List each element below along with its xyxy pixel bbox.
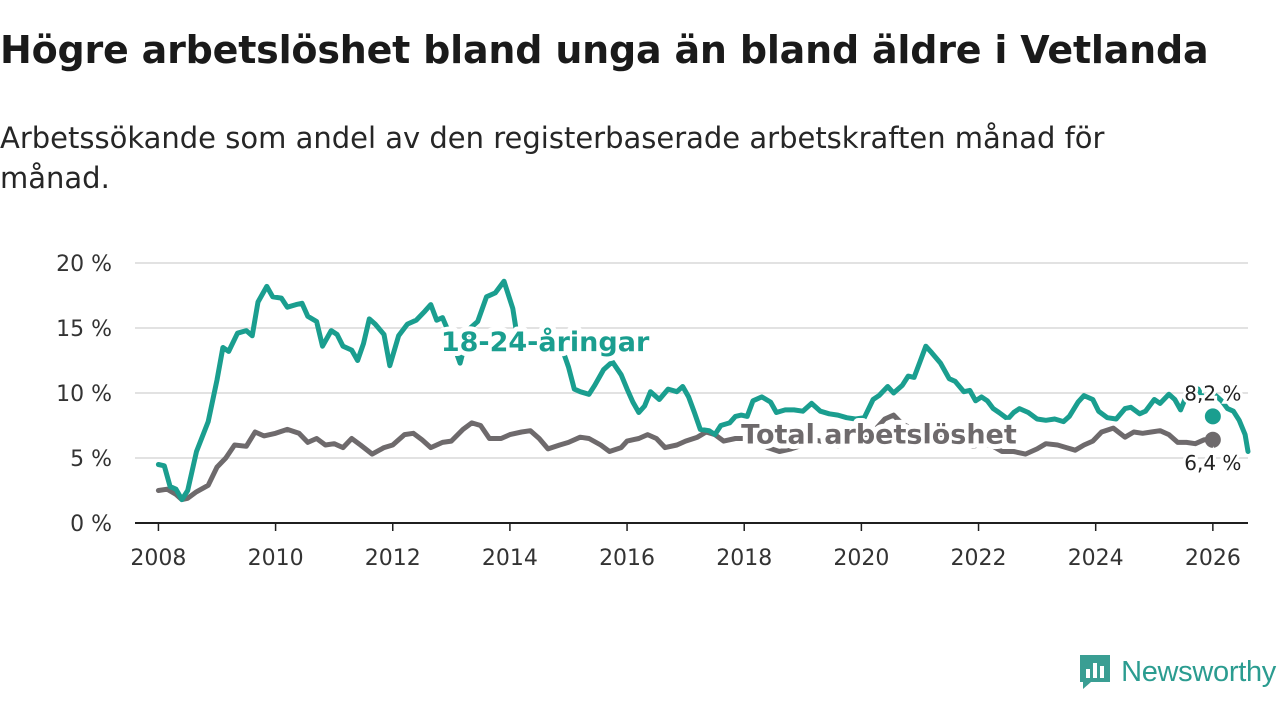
x-tick-label: 2024 [1068, 546, 1124, 571]
x-tick-label: 2022 [951, 546, 1007, 571]
series-lines [155, 278, 1251, 503]
x-tick-label: 2012 [365, 546, 421, 571]
x-tick-label: 2026 [1185, 546, 1241, 571]
series-labels: 18-24-åringar Total arbetslöshet 6,4 % 8,2 … [436, 321, 1245, 478]
series-label-total: Total arbetslöshet [741, 419, 1017, 450]
end-label-total: 6,4 % [1184, 451, 1241, 475]
end-label-youth: 8,2 % [1184, 381, 1241, 405]
icon-bar [1100, 666, 1105, 678]
axes: 0 % 5 % 10 % 15 % 20 % 2008 2010 2012 2014 2016 20… [56, 252, 1248, 571]
icon-bar [1093, 663, 1098, 678]
end-marker-total [1204, 431, 1221, 448]
x-tick-label: 2010 [248, 546, 304, 571]
series-line-youth [155, 278, 1251, 503]
x-tick-label: 2020 [833, 546, 889, 571]
y-tick-label: 10 % [56, 382, 112, 407]
gridlines [135, 262, 1248, 459]
x-tick-label: 2016 [599, 546, 655, 571]
brand-logo[interactable]: Newsworthy [1077, 652, 1276, 692]
end-marker-youth [1204, 408, 1221, 425]
y-tick-label: 0 % [70, 512, 112, 537]
series-label-youth: 18-24-åringar [441, 326, 650, 358]
y-tick-label: 20 % [56, 252, 112, 277]
series-line-total [155, 412, 1216, 503]
x-tick-label: 2008 [130, 546, 186, 571]
brand-name: Newsworthy [1121, 655, 1276, 688]
x-tick-label: 2014 [482, 546, 538, 571]
chart-title: Högre arbetslöshet bland unga än bland ä… [0, 28, 1209, 72]
icon-bar [1086, 669, 1091, 678]
x-tick-label: 2018 [716, 546, 772, 571]
y-tick-label: 15 % [56, 317, 112, 342]
bar-chart-speech-icon [1080, 655, 1111, 689]
y-tick-label: 5 % [70, 447, 112, 472]
chart-subtitle: Arbetssökande som andel av den registerb… [0, 121, 1105, 195]
